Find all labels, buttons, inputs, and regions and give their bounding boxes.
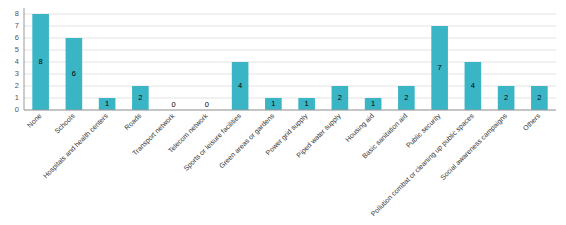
x-tick-label: Roads — [123, 112, 143, 132]
x-axis: None SchoolsHospitals and health centers R… — [26, 112, 542, 218]
x-tick-label: Piped water supply — [295, 112, 343, 160]
x-tick-label: Basic sanitation aid — [361, 112, 409, 160]
y-tick-label: 2 — [15, 81, 19, 90]
bar: Green areas or gardens: 1 — [265, 98, 282, 110]
y-tick-label: 7 — [15, 21, 19, 30]
bars: None: 8 Schools: 6 Hospitals and health ce… — [32, 14, 547, 110]
x-tick-label: Others — [522, 112, 542, 132]
y-tick-label: 5 — [15, 45, 19, 54]
data-label: 0 — [205, 100, 209, 109]
x-tick-label: Social awareness campaigns — [439, 112, 509, 182]
y-tick-label: 3 — [15, 69, 19, 78]
y-tick-label: 0 — [15, 105, 19, 114]
y-tick-label: 1 — [15, 93, 19, 102]
data-labels: 8 6 1 2 0 0 4 1 1 2 1 2 7 4 2 2 — [39, 57, 542, 109]
bar: Pollution combat or cleaning up public s… — [465, 62, 482, 110]
data-label: 2 — [338, 93, 342, 102]
grid-line — [24, 26, 556, 27]
chart-container: 012345678None: 8Schools: 6Hospitals and … — [0, 0, 566, 225]
y-axis: 0 1 2 3 4 5 6 7 8 — [15, 9, 556, 114]
bar: Sports or leisure facilities: 4 — [232, 62, 249, 110]
bar: Others: 2 — [531, 86, 548, 110]
data-label: 2 — [504, 93, 508, 102]
chart-svg: 012345678None: 8Schools: 6Hospitals and … — [0, 0, 566, 225]
grid-line — [24, 110, 556, 111]
bar: Hospitals and health centers: 1 — [99, 98, 116, 110]
data-label: 0 — [172, 100, 176, 109]
data-label: 2 — [138, 93, 142, 102]
x-tick-label: Sports or leisure facilities — [182, 112, 243, 173]
bar: Basic sanitation aid: 2 — [398, 86, 415, 110]
data-label: 2 — [404, 93, 408, 102]
bar: Power grid supply: 1 — [298, 98, 315, 110]
data-label: 6 — [72, 69, 76, 78]
y-axis-line — [24, 8, 25, 110]
grid-line — [24, 38, 556, 39]
y-tick-label: 6 — [15, 33, 19, 42]
data-label: 1 — [371, 99, 375, 108]
bar: Social awareness campaigns: 2 — [498, 86, 515, 110]
x-axis-line — [24, 110, 556, 111]
data-label: 8 — [39, 57, 43, 66]
data-label: 1 — [105, 99, 109, 108]
x-tick-label: Schools — [53, 112, 76, 135]
bar: Schools: 6 — [66, 38, 83, 110]
bar: Piped water supply: 2 — [332, 86, 349, 110]
bar: None: 8 — [32, 14, 49, 110]
data-label: 7 — [438, 63, 442, 72]
data-label: 4 — [238, 81, 242, 90]
bar: Roads: 2 — [132, 86, 149, 110]
bar: Housing aid: 1 — [365, 98, 382, 110]
y-tick-label: 8 — [15, 9, 19, 18]
x-tick-label: Housing aid — [344, 112, 376, 144]
grid-line — [24, 50, 556, 51]
data-label: 1 — [305, 99, 309, 108]
x-tick-label: None — [26, 112, 43, 129]
data-label: 4 — [471, 81, 475, 90]
data-label: 1 — [271, 99, 275, 108]
grid-line — [24, 14, 556, 15]
x-tick-label: Green areas or gardens — [218, 112, 277, 171]
bar: Public security: 7 — [431, 26, 448, 110]
x-tick-label: Hospitals and health centers — [42, 112, 110, 180]
y-tick-label: 4 — [15, 57, 19, 66]
data-label: 2 — [537, 93, 541, 102]
